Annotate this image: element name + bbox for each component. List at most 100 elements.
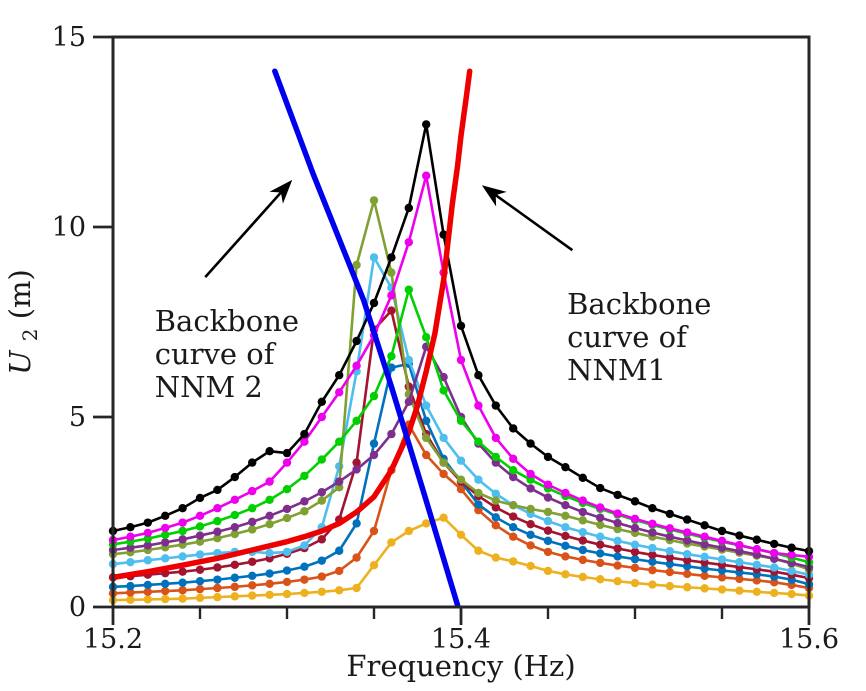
frf-maroon-point xyxy=(561,531,570,541)
frf-purple-point xyxy=(213,527,222,536)
frf-black-point xyxy=(352,336,361,346)
frf-darkorange-point xyxy=(439,469,448,479)
y-tick-label: 10 xyxy=(52,212,86,243)
frf-skyblue-point xyxy=(439,433,448,443)
frf-olive-point xyxy=(213,534,222,543)
frf-steelblue-point xyxy=(195,576,205,586)
frf-steelblue-point xyxy=(178,578,187,587)
frf-darkorange-point xyxy=(248,581,257,590)
frf-purple-point xyxy=(195,531,205,540)
frf-olive-point xyxy=(474,488,483,498)
frf-skyblue-point xyxy=(683,549,692,559)
frf-green-point xyxy=(213,516,222,526)
frf-gold-point xyxy=(352,583,361,593)
frf-black-point xyxy=(387,253,396,262)
frf-gold-point xyxy=(282,589,292,599)
frf-black-point xyxy=(143,518,152,527)
frf-black-point xyxy=(404,203,413,213)
frf-gold-point xyxy=(630,578,640,588)
frf-steelblue-point xyxy=(474,500,483,509)
frf-gold-point xyxy=(265,590,274,600)
frf-gold-point xyxy=(613,576,622,586)
frf-skyblue-point xyxy=(648,543,657,553)
frf-skyblue-point xyxy=(770,563,779,572)
frf-steelblue-markers xyxy=(108,359,814,592)
frf-magenta-point xyxy=(491,433,500,443)
frf-black-point xyxy=(665,509,674,519)
nnm1-label-arrow-shaft xyxy=(494,193,574,252)
frf-maroon-point xyxy=(352,458,361,467)
frf-darkorange-point xyxy=(526,541,535,550)
frf-darkorange-point xyxy=(195,584,205,594)
frf-gold-point xyxy=(439,513,448,522)
frf-skyblue-point xyxy=(300,541,309,550)
frf-gold-point xyxy=(787,589,796,599)
frf-darkorange-point xyxy=(126,588,135,597)
frf-darkorange-point xyxy=(543,547,553,557)
frf-maroon-point xyxy=(317,535,326,544)
nnm2-label-line: NNM 2 xyxy=(155,370,263,404)
frf-purple-point xyxy=(282,504,292,514)
frf-magenta-point xyxy=(335,388,344,397)
frf-green-point xyxy=(491,452,500,462)
frf-gold-point xyxy=(474,546,483,555)
frf-gold-point xyxy=(422,519,431,528)
frf-gold-point xyxy=(752,587,761,596)
frf-purple-point xyxy=(439,372,448,382)
frf-black-point xyxy=(578,473,587,482)
nnm1-label-line: NNM1 xyxy=(567,353,666,387)
frf-skyblue-point xyxy=(665,546,674,556)
frf-olive-point xyxy=(387,268,396,277)
frf-darkorange-point xyxy=(683,569,692,579)
frf-magenta-point xyxy=(700,532,709,541)
frf-olive-point xyxy=(543,507,553,517)
frf-purple-point xyxy=(352,465,361,474)
frf-steelblue-point xyxy=(300,562,309,571)
frf-purple-point xyxy=(717,543,727,552)
frf-maroon-point xyxy=(491,503,500,512)
frf-skyblue-point xyxy=(195,550,205,559)
frf-steelblue-point xyxy=(352,519,361,528)
frf-black-point xyxy=(369,298,379,308)
frf-darkorange-point xyxy=(613,561,622,570)
frf-skyblue-point xyxy=(143,556,152,565)
frf-skyblue-point xyxy=(491,489,500,498)
backbone-nnm1-curve xyxy=(110,68,473,581)
frf-purple-point xyxy=(248,517,257,527)
frf-darkorange-point xyxy=(735,574,744,584)
frf-purple-point xyxy=(300,497,309,506)
frf-olive-point xyxy=(230,529,239,539)
frf-gold-point xyxy=(561,570,570,579)
frf-gold-point xyxy=(456,530,466,539)
frf-magenta-point xyxy=(265,477,274,486)
frf-green-point xyxy=(161,530,170,539)
frf-steelblue-point xyxy=(491,513,500,522)
frf-purple-point xyxy=(178,535,187,544)
frf-gold-point xyxy=(491,553,500,562)
frf-black-point xyxy=(265,447,274,456)
frf-gold-point xyxy=(195,593,205,603)
nnm2-label-arrow-head xyxy=(269,179,293,204)
frf-darkorange-point xyxy=(335,566,344,576)
frf-curves-group xyxy=(108,120,814,605)
frf-green-point xyxy=(230,510,239,520)
frf-skyblue-point xyxy=(161,554,170,563)
frf-purple-point xyxy=(387,429,396,439)
frf-green-point xyxy=(439,386,448,395)
frf-gold-point xyxy=(700,584,709,593)
frf-maroon-point xyxy=(248,557,257,566)
frf-skyblue-point xyxy=(596,532,605,541)
frf-gold-point xyxy=(543,566,553,576)
frf-gold-point xyxy=(300,588,309,598)
frf-gold-point xyxy=(596,575,605,584)
frf-purple-point xyxy=(543,493,553,502)
frf-purple-point xyxy=(683,536,692,545)
frf-gold-point xyxy=(683,583,692,592)
frf-darkorange-point xyxy=(265,579,274,589)
frf-black-point xyxy=(317,397,326,406)
frf-magenta-point xyxy=(526,469,535,479)
frf-purple-point xyxy=(143,541,152,550)
frf-black-point xyxy=(526,439,535,448)
